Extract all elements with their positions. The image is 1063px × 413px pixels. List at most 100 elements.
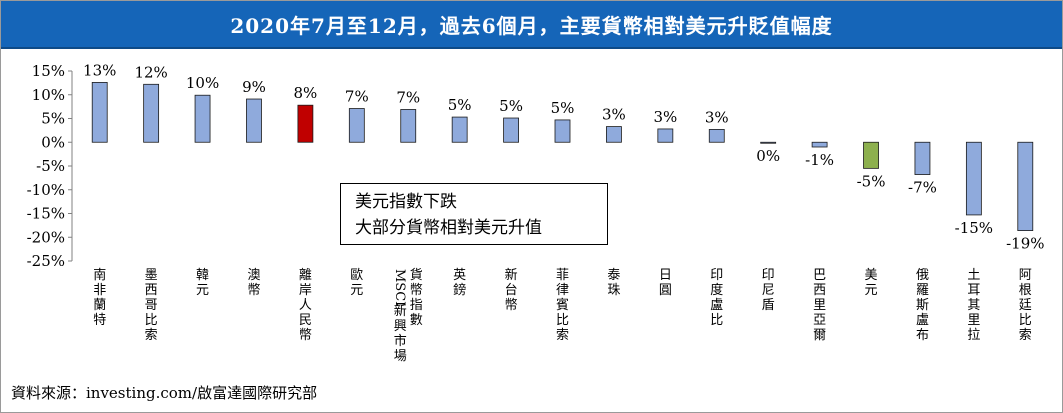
data-label: 8% — [293, 84, 317, 102]
x-category-label: 泰珠 — [607, 268, 620, 298]
data-label: 7% — [345, 88, 369, 106]
svg-text:元: 元 — [865, 283, 878, 298]
svg-text:指: 指 — [410, 298, 423, 313]
bar — [91, 82, 108, 143]
svg-text:里: 里 — [813, 298, 826, 313]
data-label: -7% — [908, 179, 937, 197]
bar — [451, 116, 468, 143]
bar — [348, 108, 365, 143]
x-category-label: 印尼盾 — [762, 268, 775, 313]
svg-text:其: 其 — [967, 298, 980, 313]
bar — [554, 119, 571, 143]
annotation-line-2: 大部分貨幣相對美元升值 — [355, 218, 542, 238]
svg-text:廷: 廷 — [1019, 298, 1032, 313]
svg-text:比: 比 — [145, 313, 158, 328]
svg-text:鎊: 鎊 — [453, 282, 466, 298]
svg-text:韓: 韓 — [196, 268, 209, 283]
svg-text:根: 根 — [1019, 283, 1032, 298]
svg-text:墨: 墨 — [145, 268, 158, 283]
svg-text:圓: 圓 — [659, 283, 672, 298]
bar — [606, 126, 622, 143]
svg-text:印: 印 — [762, 268, 775, 283]
svg-text:場: 場 — [394, 349, 407, 364]
svg-text:澳: 澳 — [247, 267, 260, 283]
svg-text:盧: 盧 — [710, 298, 723, 313]
svg-text:印: 印 — [710, 268, 723, 283]
svg-text:特: 特 — [93, 313, 106, 328]
svg-text:索: 索 — [145, 328, 158, 343]
svg-text:岸: 岸 — [299, 283, 312, 298]
data-label: -1% — [805, 151, 834, 169]
bar — [194, 94, 211, 143]
svg-text:貨: 貨 — [410, 267, 423, 283]
svg-text:律: 律 — [556, 283, 569, 298]
bar — [246, 98, 262, 143]
bar — [965, 141, 982, 216]
x-category-label: 美元 — [865, 268, 878, 298]
bar — [1017, 141, 1034, 231]
svg-text:爾: 爾 — [813, 328, 826, 343]
x-category-label: 澳幣 — [247, 267, 260, 298]
bar — [143, 83, 160, 143]
annotation-box: 美元指數下跌 大部分貨幣相對美元升值 — [340, 183, 608, 245]
svg-text:比: 比 — [1019, 313, 1032, 328]
svg-text:亞: 亞 — [813, 313, 826, 328]
y-tick-label: -10% — [27, 181, 65, 199]
data-label: 5% — [448, 96, 472, 114]
bar — [297, 104, 314, 143]
data-label: 10% — [186, 74, 219, 92]
svg-text:日: 日 — [659, 268, 672, 283]
title-bar: 2020年7月至12月，過去6個月，主要貨幣相對美元升貶值幅度 — [1, 1, 1062, 49]
svg-text:羅: 羅 — [916, 283, 929, 298]
bar — [657, 128, 674, 143]
svg-text:興: 興 — [394, 319, 407, 334]
svg-text:台: 台 — [505, 283, 518, 298]
svg-text:蘭: 蘭 — [93, 297, 106, 313]
x-category-label: 日圓 — [659, 268, 672, 298]
svg-text:布: 布 — [916, 328, 929, 343]
svg-text:離: 離 — [299, 268, 312, 283]
svg-text:阿: 阿 — [1019, 268, 1032, 283]
data-label: 5% — [499, 97, 523, 115]
svg-text:民: 民 — [299, 313, 312, 328]
svg-text:元: 元 — [350, 283, 363, 298]
svg-text:里: 里 — [967, 313, 980, 328]
data-label: 7% — [396, 88, 420, 106]
svg-text:西: 西 — [145, 283, 158, 298]
y-tick-label: -20% — [27, 228, 65, 246]
svg-text:美: 美 — [865, 268, 878, 283]
svg-text:幣: 幣 — [505, 298, 518, 313]
bar — [863, 141, 879, 169]
svg-text:市: 市 — [394, 333, 407, 349]
svg-text:斯: 斯 — [916, 298, 929, 313]
svg-text:尼: 尼 — [762, 283, 775, 298]
svg-text:賓: 賓 — [556, 297, 569, 313]
svg-text:哥: 哥 — [145, 298, 158, 313]
svg-text:幣: 幣 — [410, 283, 423, 298]
data-label: 3% — [602, 106, 626, 124]
svg-text:人: 人 — [299, 298, 312, 313]
svg-text:菲: 菲 — [556, 268, 569, 283]
y-tick-label: -15% — [27, 205, 65, 223]
svg-text:比: 比 — [710, 313, 723, 328]
svg-text:泰: 泰 — [607, 268, 620, 283]
svg-text:南: 南 — [93, 267, 106, 283]
svg-text:土: 土 — [967, 268, 980, 283]
svg-text:盾: 盾 — [762, 298, 775, 313]
data-label: 13% — [83, 61, 116, 79]
data-label: -5% — [857, 172, 886, 190]
y-tick-label: 10% — [32, 86, 65, 104]
data-label: 3% — [653, 108, 677, 126]
y-tick-label: 5% — [41, 110, 65, 128]
svg-text:俄: 俄 — [916, 268, 929, 283]
data-label: -15% — [955, 219, 993, 237]
svg-text:MSCI: MSCI — [392, 269, 407, 306]
